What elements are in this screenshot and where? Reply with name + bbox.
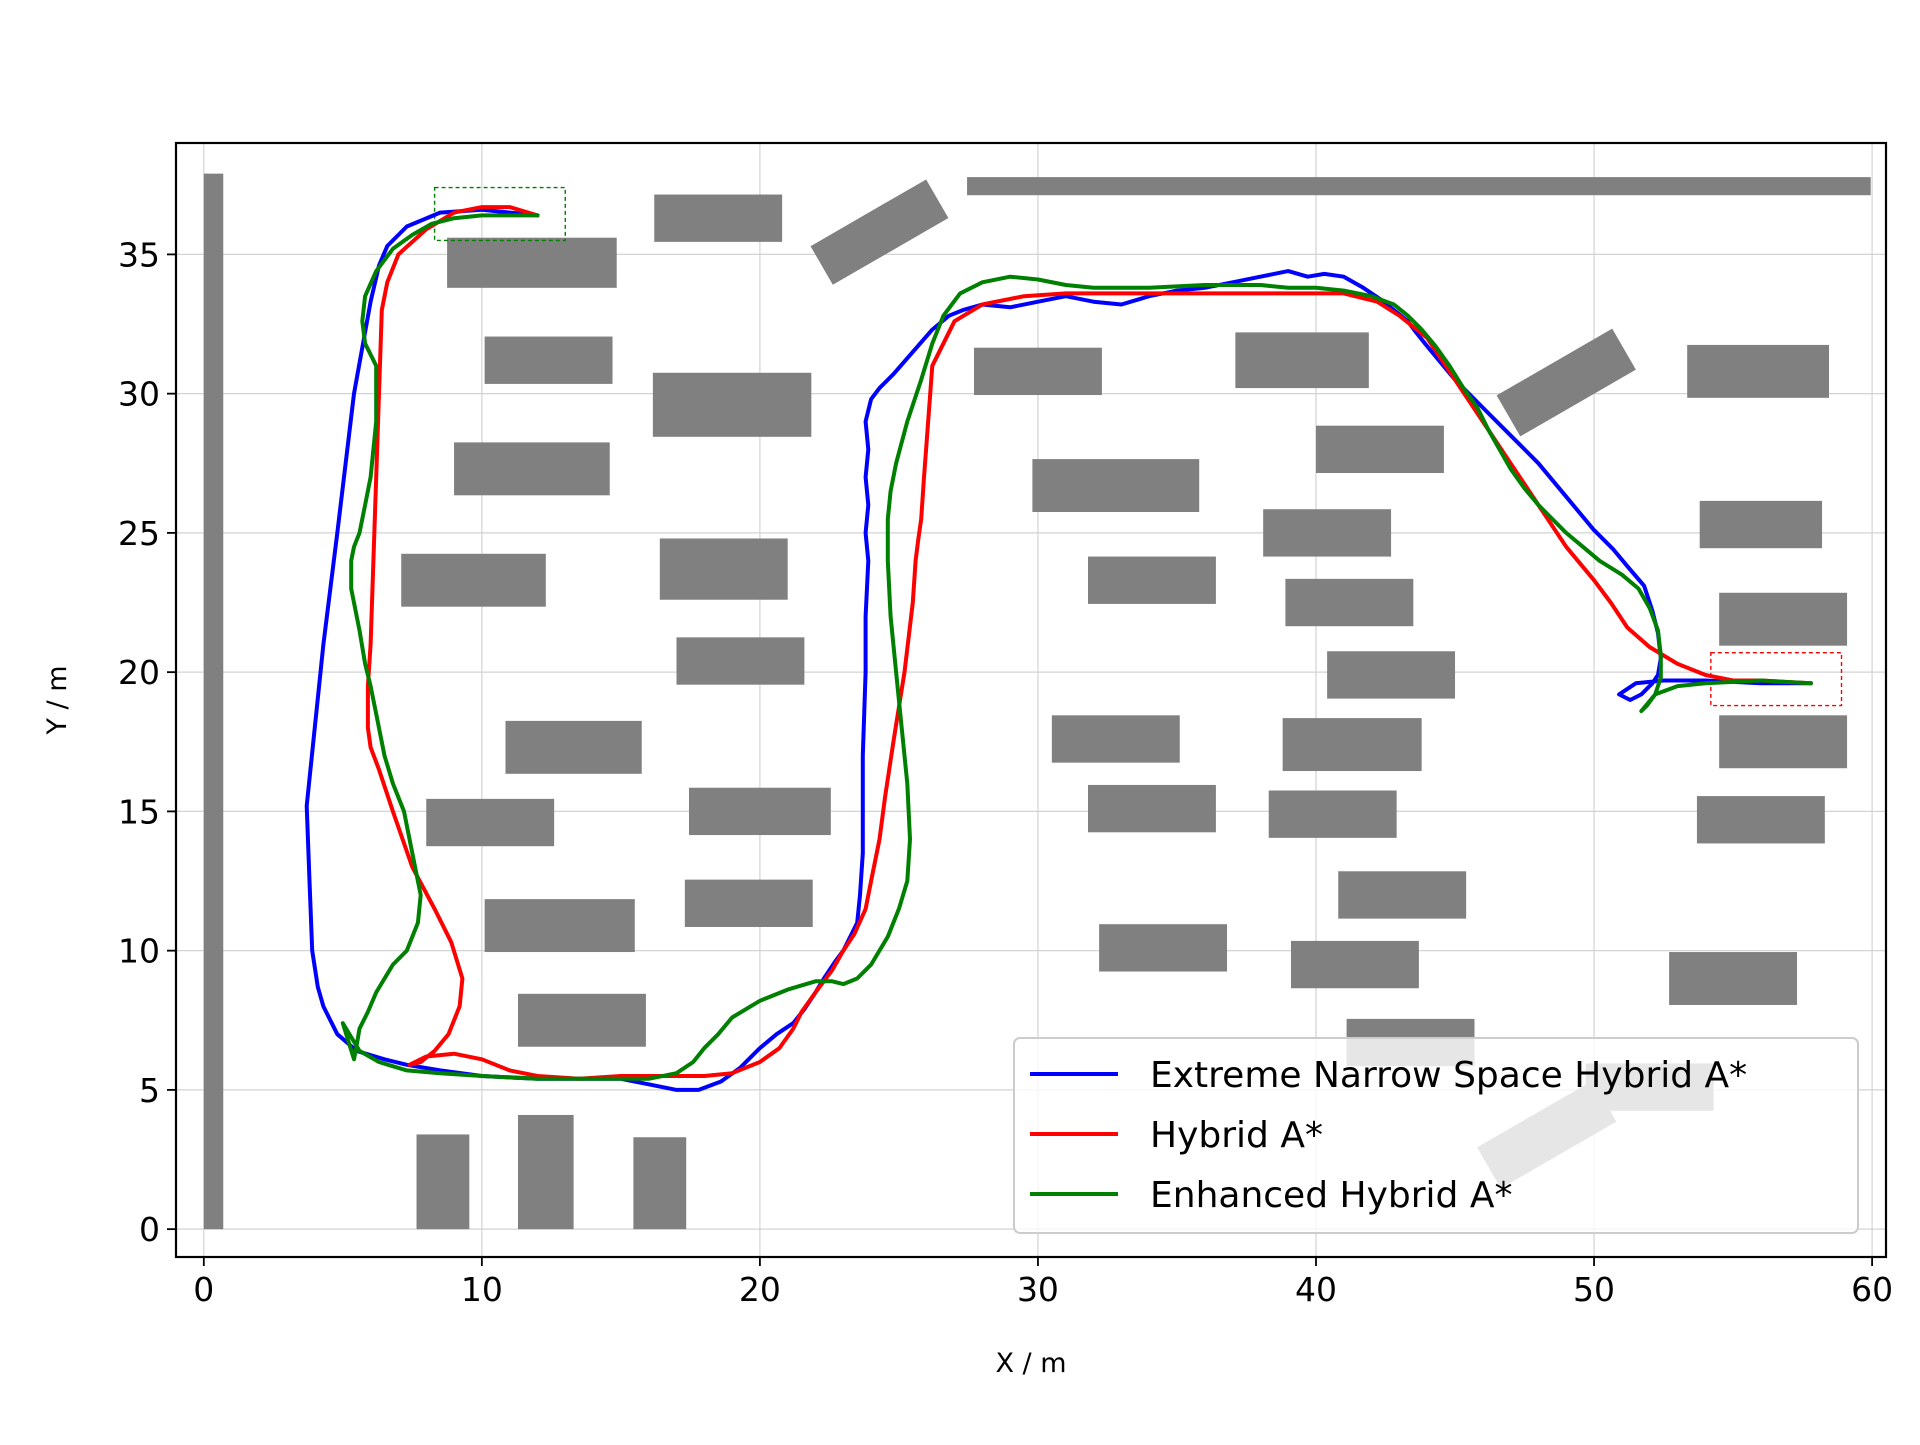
obstacle [1696, 796, 1825, 844]
obstacle [684, 879, 813, 927]
obstacle [1088, 556, 1216, 604]
legend: Extreme Narrow Space Hybrid A* Hybrid A* E… [1013, 1037, 1859, 1234]
obstacle [689, 787, 831, 836]
legend-label: Enhanced Hybrid A* [1150, 1175, 1512, 1216]
obstacle [447, 237, 617, 288]
obstacle [967, 177, 1871, 196]
obstacle [1285, 578, 1414, 627]
obstacle [518, 1114, 574, 1230]
obstacle [1088, 784, 1216, 833]
obstacle [1687, 344, 1829, 398]
obstacle [654, 194, 783, 242]
obstacle [1699, 500, 1823, 549]
goal-region-box [1710, 651, 1843, 707]
plot-frame [174, 141, 1888, 1259]
obstacle [1032, 459, 1200, 513]
y-tick-label: 15 [118, 792, 160, 831]
axis-ticks: 0 10 20 30 40 50 60 0 5 10 15 20 25 30 35 [118, 235, 1893, 1309]
obstacle [1496, 328, 1636, 437]
legend-label: Extreme Narrow Space Hybrid A* [1150, 1055, 1747, 1096]
x-tick-label: 30 [1017, 1270, 1059, 1309]
endpoint-boxes [433, 186, 1843, 707]
obstacle [1719, 715, 1848, 769]
obstacle [676, 637, 805, 685]
x-tick-label: 50 [1573, 1270, 1615, 1309]
obstacle [974, 347, 1102, 396]
x-tick-label: 60 [1851, 1270, 1893, 1309]
series-line [340, 213, 1813, 1081]
x-tick-label: 20 [739, 1270, 781, 1309]
legend-label: Hybrid A* [1150, 1115, 1323, 1156]
legend-box [1013, 1037, 1859, 1234]
y-tick-label: 30 [118, 375, 160, 414]
obstacle [1316, 425, 1444, 474]
obstacle [1099, 924, 1228, 972]
y-tick-label: 35 [118, 235, 160, 274]
obstacle [416, 1134, 470, 1230]
obstacle [1268, 790, 1397, 838]
obstacle [1719, 592, 1848, 646]
obstacle [1051, 715, 1180, 763]
y-tick-label: 20 [118, 653, 160, 692]
y-tick-label: 5 [139, 1071, 160, 1110]
obstacle [1327, 651, 1456, 699]
y-tick-label: 0 [139, 1210, 160, 1249]
obstacle [1282, 718, 1422, 772]
x-tick-label: 0 [193, 1270, 214, 1309]
obstacle [401, 553, 546, 607]
y-tick-label: 10 [118, 932, 160, 971]
obstacle [518, 993, 646, 1047]
obstacle [1235, 332, 1369, 389]
obstacle [652, 372, 812, 437]
obstacle [1290, 940, 1419, 989]
obstacle [505, 720, 642, 774]
x-axis-label: X / m [995, 1348, 1066, 1379]
series-layer [304, 205, 1813, 1092]
obstacle [810, 179, 949, 285]
obstacle [426, 798, 555, 847]
obstacle [1263, 509, 1392, 557]
y-axis-label: Y / m [42, 665, 73, 735]
obstacle [203, 173, 224, 1230]
obstacle [484, 899, 635, 953]
x-tick-label: 40 [1295, 1270, 1337, 1309]
obstacle [633, 1137, 687, 1230]
obstacle [1338, 871, 1467, 919]
obstacle [659, 538, 788, 600]
series-line [304, 207, 1813, 1092]
x-tick-label: 10 [461, 1270, 503, 1309]
obstacle [484, 336, 613, 384]
obstacle [454, 442, 610, 496]
start-region-box [433, 186, 566, 242]
obstacle [1669, 952, 1798, 1005]
y-tick-label: 25 [118, 514, 160, 553]
series-line [365, 205, 1813, 1081]
